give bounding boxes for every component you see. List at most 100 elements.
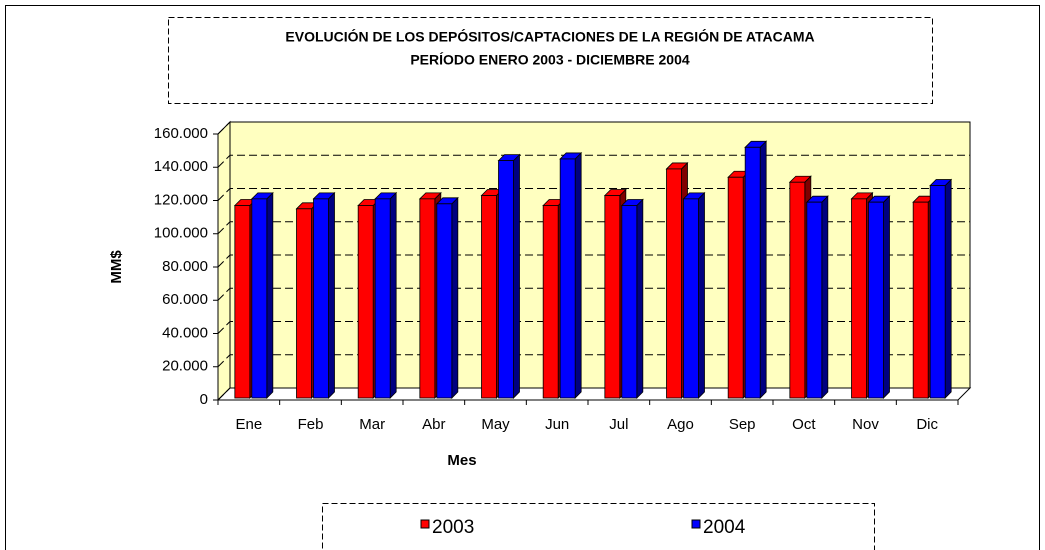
bar-side	[266, 191, 274, 399]
legend-label: 2003	[432, 517, 474, 538]
bar-front	[436, 203, 453, 399]
side-wall	[217, 120, 231, 402]
x-axis-title: Mes	[447, 452, 476, 469]
x-tick-label: Sep	[729, 416, 756, 433]
grid-line	[217, 321, 970, 334]
bar	[867, 195, 891, 399]
bar	[603, 188, 627, 399]
legend-label: 2004	[703, 517, 746, 538]
bar-front	[789, 181, 806, 399]
bar-front	[559, 158, 576, 399]
x-tick-label: Nov	[852, 416, 879, 433]
bar	[559, 151, 583, 399]
bar-front	[912, 201, 929, 399]
bar	[620, 198, 644, 399]
grid-segment	[217, 387, 970, 401]
bar-side	[883, 195, 890, 399]
x-tick-label: Jun	[545, 416, 569, 433]
bar-side	[759, 140, 767, 399]
y-tick-label: 140.000	[154, 158, 208, 175]
bar	[374, 191, 398, 399]
y-tick-label: 160.000	[154, 125, 208, 142]
legend-box	[322, 503, 875, 550]
y-tick-label: 80.000	[162, 258, 208, 275]
y-tick-label: 0	[200, 391, 208, 408]
y-tick-label: 120.000	[154, 191, 208, 208]
x-tick-label: Ago	[667, 416, 694, 433]
bar-front	[683, 198, 699, 399]
legend-marker	[691, 519, 701, 529]
bar-side	[574, 151, 582, 399]
bar	[929, 178, 953, 399]
bar-front	[374, 198, 391, 399]
chart-subtitle: PERÍODO ENERO 2003 - DICIEMBRE 2004	[410, 52, 690, 68]
x-tick-label: Feb	[298, 416, 324, 433]
bar-front	[313, 198, 329, 399]
bar	[435, 196, 459, 399]
bar-front	[357, 205, 374, 399]
grid-line	[217, 154, 970, 168]
x-tick-label: Abr	[422, 416, 445, 433]
grid-segment	[217, 354, 970, 368]
bar-front	[604, 195, 621, 399]
bar-front	[666, 168, 682, 399]
x-tick-label: Oct	[792, 416, 816, 433]
y-tick-label: 60.000	[162, 291, 208, 308]
bar-side	[944, 178, 952, 399]
grid-line	[217, 188, 970, 201]
chart-frame	[5, 5, 1040, 550]
bar	[250, 191, 274, 399]
grid-line	[217, 387, 970, 401]
y-axis-title: MM$	[108, 250, 125, 284]
legend-marker	[420, 519, 430, 529]
bar-front	[868, 201, 884, 399]
grid-line	[217, 287, 970, 301]
bar	[805, 195, 829, 399]
bar-front	[744, 146, 761, 399]
bar-side	[821, 195, 829, 399]
grid-segment	[217, 321, 970, 334]
bar-front	[498, 160, 514, 399]
grid-segment	[217, 154, 970, 168]
bar-front	[542, 205, 559, 399]
bar-side	[451, 196, 459, 399]
grid-segment	[217, 221, 970, 235]
bar	[497, 153, 521, 399]
x-tick-label: May	[481, 416, 510, 433]
grid-segment	[217, 188, 970, 201]
bar-front	[806, 201, 823, 399]
chart-title: EVOLUCIÓN DE LOS DEPÓSITOS/CAPTACIONES D…	[285, 28, 814, 45]
x-tick-label: Mar	[359, 416, 385, 433]
bar-side	[636, 198, 644, 399]
bar	[312, 191, 336, 399]
bar-front	[296, 208, 312, 399]
y-tick-label: 40.000	[162, 324, 208, 341]
x-tick-label: Ene	[235, 416, 262, 433]
grid-line	[217, 221, 970, 235]
bar-side	[513, 153, 520, 399]
bar	[744, 140, 768, 399]
grid-line	[217, 354, 970, 368]
y-tick-label: 100.000	[154, 225, 208, 242]
bar-front	[251, 198, 268, 399]
bar-front	[234, 205, 251, 399]
bar-front	[621, 205, 638, 399]
title-box	[168, 17, 933, 104]
x-tick-label: Dic	[916, 416, 938, 433]
bar-side	[698, 191, 705, 399]
grid-line	[217, 121, 970, 135]
bar-front	[929, 185, 946, 399]
grid-segment	[217, 287, 970, 301]
bar-front	[851, 198, 867, 399]
y-tick-label: 20.000	[162, 358, 208, 375]
bar	[682, 191, 706, 399]
bar-side	[328, 191, 335, 399]
grid-line	[217, 254, 970, 268]
x-tick-label: Jul	[609, 416, 628, 433]
bar-front	[419, 198, 436, 399]
bar-side	[389, 191, 397, 399]
grid-segment	[217, 121, 970, 135]
bar-front	[727, 176, 744, 399]
bar-front	[481, 195, 497, 399]
